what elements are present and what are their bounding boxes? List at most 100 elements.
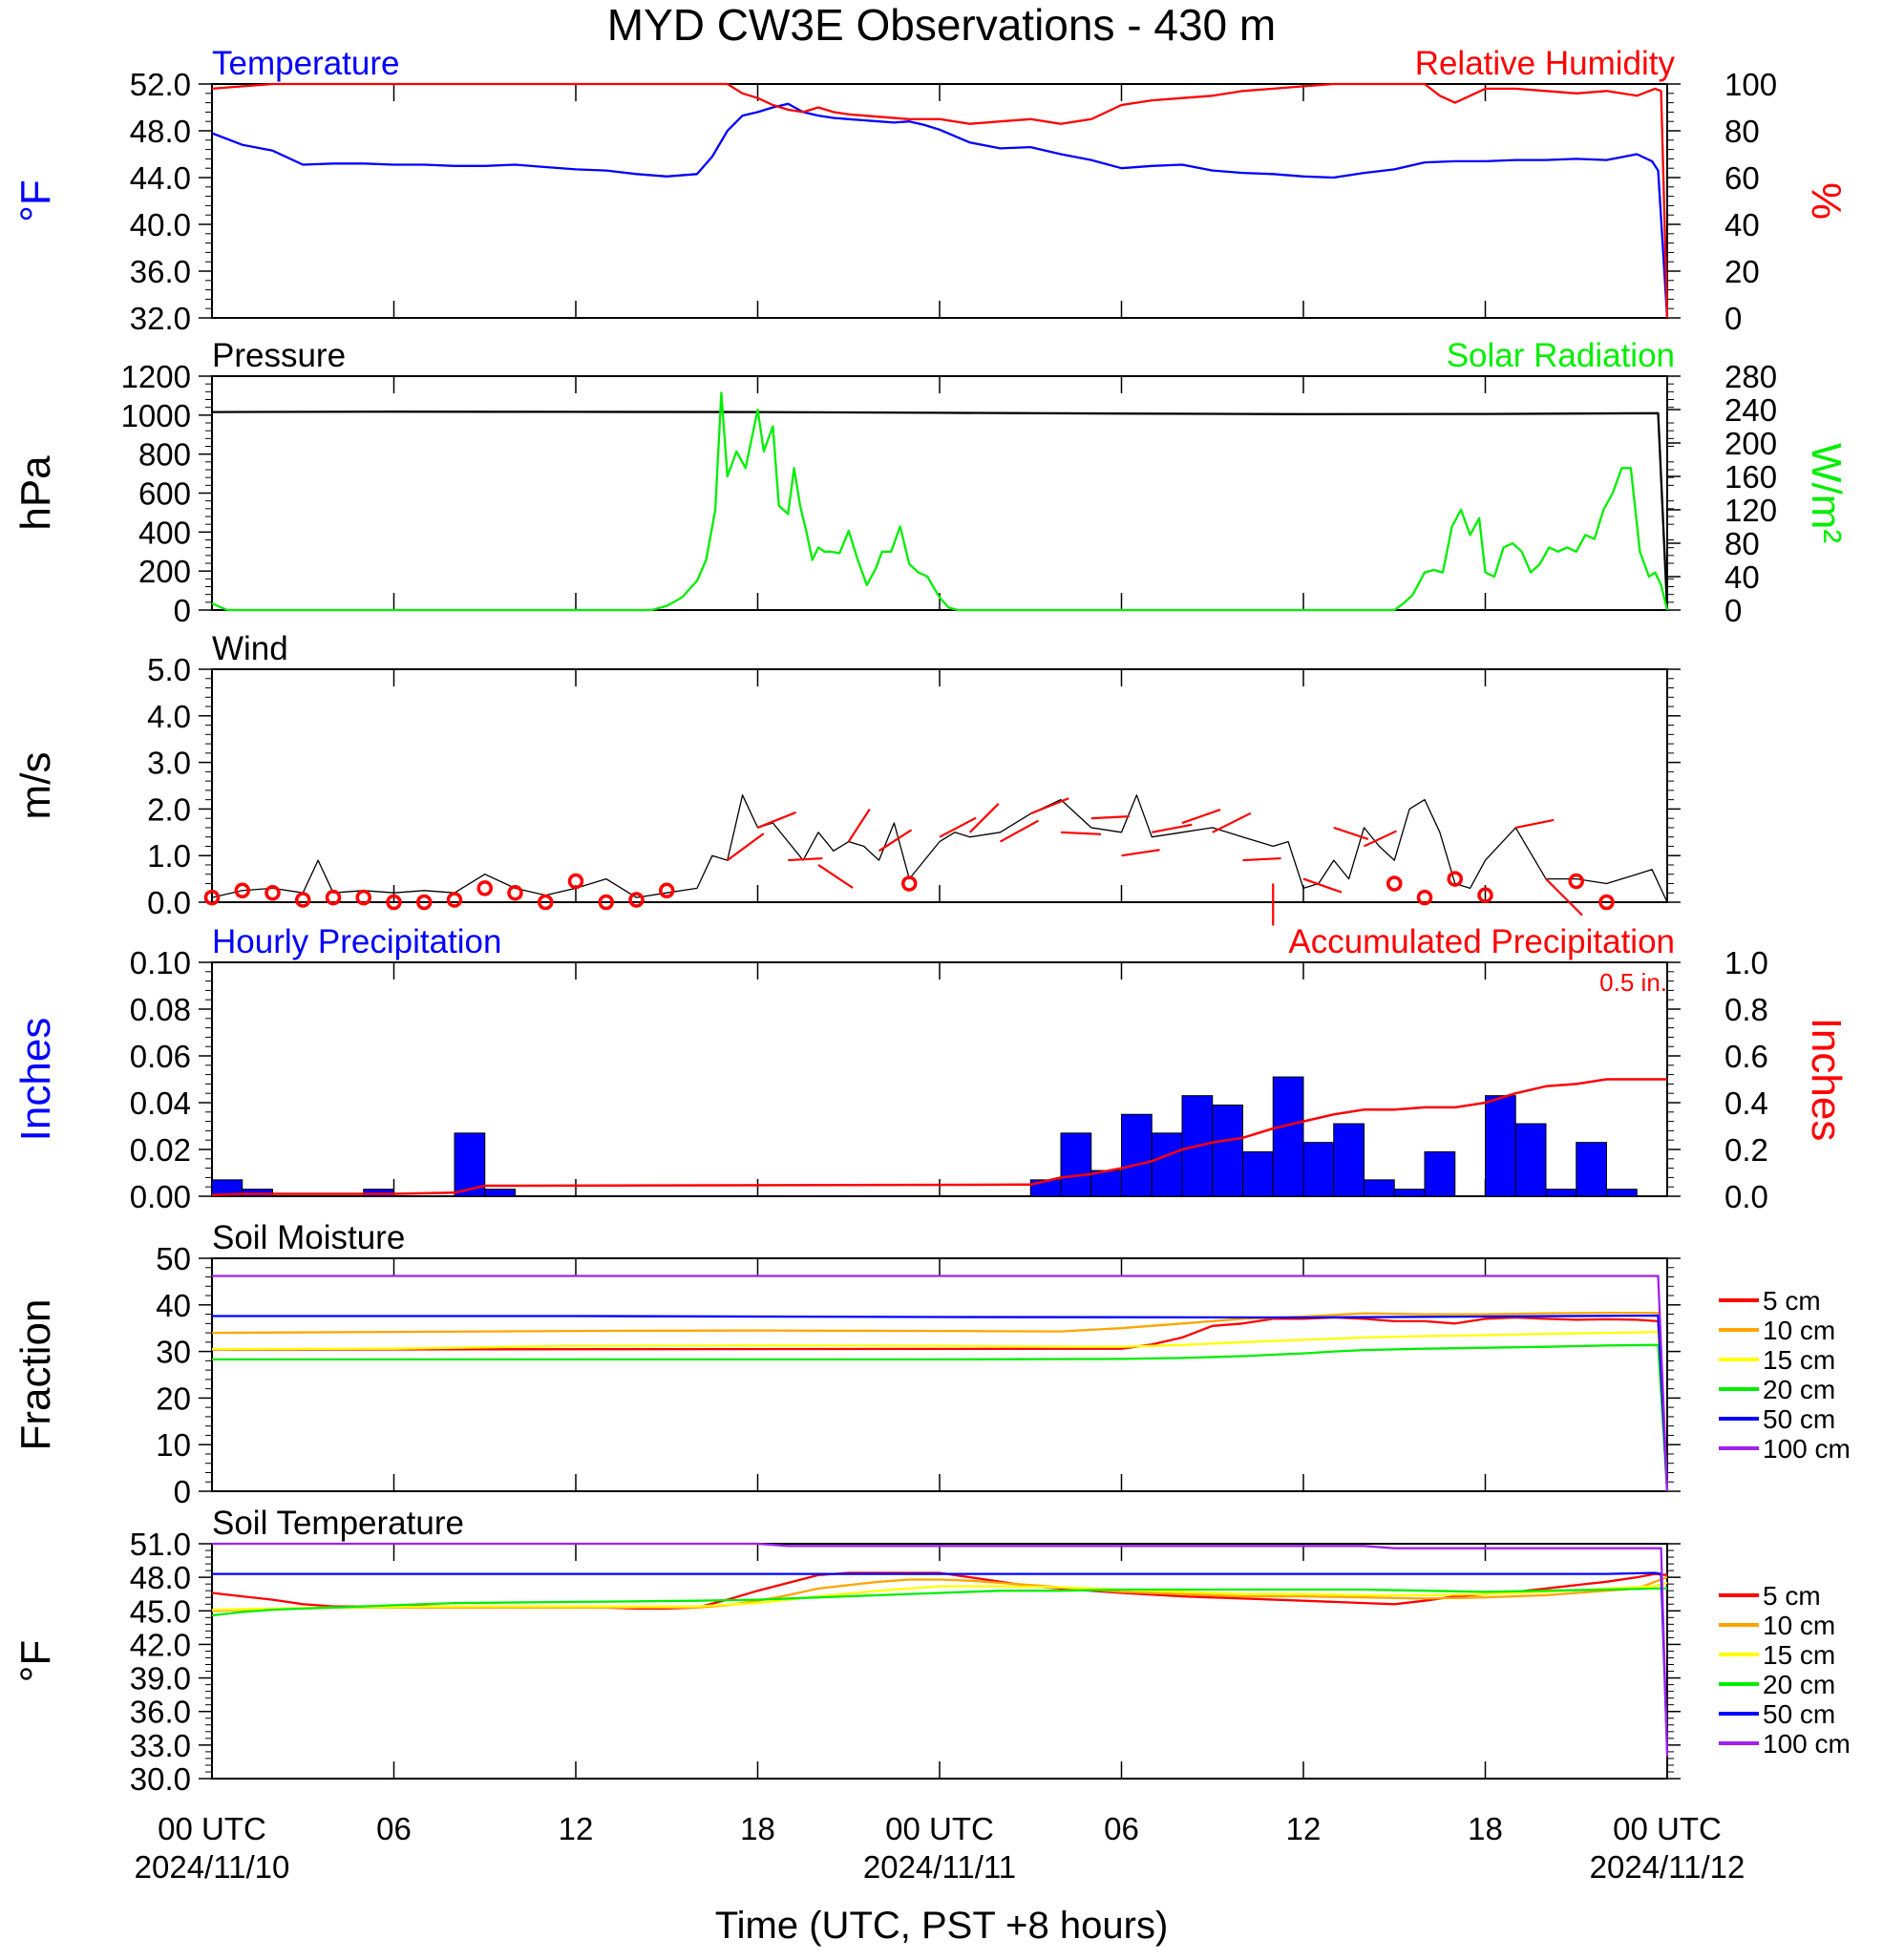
precip-bar xyxy=(1090,1170,1122,1197)
precip-bar xyxy=(1485,1095,1516,1197)
wind-calm-circle xyxy=(325,889,342,906)
y-tick-label-left: 44.0 xyxy=(130,160,191,196)
wind-calm-circle xyxy=(1386,875,1403,892)
accumulated-precip-line xyxy=(211,1078,1667,1197)
y-tick-label-left: 48.0 xyxy=(130,1560,191,1595)
panel-title-left: Soil Temperature xyxy=(212,1505,464,1542)
y-tick-label-left: 0.02 xyxy=(130,1132,191,1168)
panel-title-right: Solar Radiation xyxy=(1447,337,1675,374)
wind-calm-circle xyxy=(901,875,918,892)
precip-bar xyxy=(211,1179,243,1197)
wind-calm-circle xyxy=(507,884,523,901)
legend-label: 5 cm xyxy=(1763,1581,1821,1611)
y-tick-label-left: 40.0 xyxy=(130,207,191,242)
wind-barb xyxy=(817,864,854,889)
legend-label: 10 cm xyxy=(1763,1316,1835,1345)
precip-bar xyxy=(1121,1113,1153,1197)
x-tick-label: 18 xyxy=(740,1811,775,1846)
y-tick-label-left: 32.0 xyxy=(130,301,191,336)
wind-calm-circle xyxy=(538,894,554,911)
series-line-20-cm xyxy=(212,1343,1669,1492)
wind-calm-circle xyxy=(1568,873,1584,890)
y-tick-label-left: 30.0 xyxy=(130,1761,191,1797)
x-tick-label: 12 xyxy=(1286,1811,1322,1846)
y-tick-label-left: 0 xyxy=(174,593,191,628)
wind-calm-circle xyxy=(659,882,675,899)
series-line-10-cm xyxy=(211,1311,1669,1492)
y-tick-label-left: 400 xyxy=(138,515,191,550)
wind-barb xyxy=(968,803,1000,833)
y-tick-label-right: 240 xyxy=(1724,392,1777,428)
y-axis-label-left: °F xyxy=(12,179,59,221)
soil_moisture-frame xyxy=(211,1257,1668,1492)
panel-title-left: Temperature xyxy=(212,45,399,82)
legend-label: 5 cm xyxy=(1763,1286,1821,1316)
series-line-5-cm xyxy=(211,1316,1669,1492)
y-tick-label-left: 45.0 xyxy=(130,1593,191,1629)
x-tick-label: 18 xyxy=(1468,1811,1503,1846)
precip-bar xyxy=(1242,1150,1274,1197)
y-tick-label-left: 0.0 xyxy=(147,885,191,920)
wind-barb xyxy=(1545,877,1583,917)
precip-bar xyxy=(1576,1142,1607,1197)
wind-calm-circle xyxy=(355,889,371,906)
wind-barb xyxy=(1302,877,1343,894)
y-tick-label-left: 30 xyxy=(156,1335,191,1370)
x-axis-label: Time (UTC, PST +8 hours) xyxy=(715,1905,1169,1947)
y-axis-label-left: m/s xyxy=(12,752,59,820)
series-line-15-cm xyxy=(211,1330,1669,1492)
panel-soil_temperature: 30.033.036.039.042.045.048.051.0 Soil Tem… xyxy=(12,1505,1851,1797)
wind-calm-circle xyxy=(203,889,221,906)
y-tick-label-right: 0.0 xyxy=(1724,1179,1768,1214)
wind-barb xyxy=(788,856,823,862)
y-tick-label-right: 40 xyxy=(1724,559,1760,595)
y-tick-label-right: 0.8 xyxy=(1724,992,1768,1027)
wind-barb xyxy=(1515,818,1555,829)
y-tick-label-left: 2.0 xyxy=(147,791,191,827)
y-tick-label-left: 10 xyxy=(156,1427,191,1463)
y-axis-label-left: hPa xyxy=(12,455,59,531)
wind-calm-circle xyxy=(598,894,614,911)
series-line-relative-humidity xyxy=(211,82,1669,319)
y-tick-label-left: 200 xyxy=(138,554,191,589)
wind-frame xyxy=(211,668,1668,903)
legend-label: 15 cm xyxy=(1763,1640,1835,1670)
y-tick-label-right: 80 xyxy=(1724,114,1760,149)
y-axis-label-left: Fraction xyxy=(12,1299,59,1451)
wind-barb xyxy=(1333,826,1369,840)
y-tick-label-right: 0 xyxy=(1724,593,1742,628)
x-tick-label: 00 UTC xyxy=(158,1811,266,1846)
panel-temp_rh: 32.0 36.0 40.0 44.0 48.0 52.0 0 20 40 60 80 100 Temp… xyxy=(12,45,1850,336)
y-tick-label-left: 52.0 xyxy=(130,67,191,102)
series-line-temperature xyxy=(211,102,1669,319)
y-tick-label-right: 1.0 xyxy=(1724,945,1768,980)
series-line-solar-radiation xyxy=(211,391,1669,612)
y-tick-label-left: 5.0 xyxy=(147,652,191,687)
precip-bar xyxy=(1424,1150,1456,1197)
y-tick-label-left: 0.08 xyxy=(130,992,191,1027)
y-tick-label-left: 20 xyxy=(156,1380,191,1416)
y-tick-label-left: 0.00 xyxy=(130,1179,191,1214)
precip-bar xyxy=(1545,1189,1577,1197)
y-tick-label-right: 20 xyxy=(1724,254,1760,289)
wind-calm-circle xyxy=(1416,889,1433,906)
wind-barb xyxy=(1212,811,1252,833)
x-tick-date: 2024/11/12 xyxy=(1590,1849,1745,1885)
wind-calm-circle xyxy=(567,873,584,890)
wind-calm-circle xyxy=(476,880,493,896)
y-tick-label-right: 200 xyxy=(1724,426,1777,461)
wind-barb xyxy=(727,832,765,861)
wind-calm-circle xyxy=(1598,894,1615,911)
y-axis-label-right: Inches xyxy=(1803,1018,1850,1142)
y-tick-label-left: 36.0 xyxy=(130,1695,191,1730)
series-line-50-cm xyxy=(212,1571,1669,1751)
wind-barb xyxy=(999,819,1040,843)
y-tick-label-right: 120 xyxy=(1724,493,1777,528)
precip-bar xyxy=(1272,1076,1304,1197)
legend-label: 10 cm xyxy=(1763,1611,1835,1640)
wind-barb xyxy=(1090,815,1130,820)
legend-label: 20 cm xyxy=(1763,1375,1835,1404)
wind-calm-circle xyxy=(416,894,433,911)
